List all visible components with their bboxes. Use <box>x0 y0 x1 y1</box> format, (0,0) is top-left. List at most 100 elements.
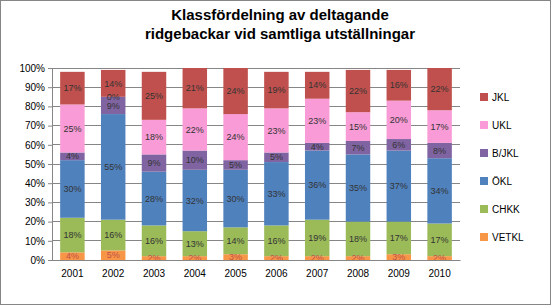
legend-label: JKL <box>492 92 510 103</box>
y-tick-label: 0% <box>31 255 46 266</box>
bar-segment <box>427 143 451 158</box>
y-axis-line <box>48 69 53 261</box>
data-label: 21% <box>186 83 204 93</box>
x-tick-label: 2003 <box>143 268 166 279</box>
grid-line <box>52 68 460 69</box>
x-tick-label: 2007 <box>306 268 329 279</box>
bar-segment <box>142 72 166 120</box>
bar-segment <box>264 162 288 225</box>
data-labels: 4%5%2%2%3%2%2%2%3%2%18%16%16%13%14%16%19… <box>63 79 448 264</box>
y-tick: 30% <box>25 197 52 208</box>
data-label: 8% <box>433 146 446 156</box>
bar-segment <box>427 158 451 223</box>
x-tick-label: 2001 <box>61 268 84 279</box>
x-tick: 2003 <box>143 260 166 279</box>
bar-segment <box>305 72 329 99</box>
bar-segment <box>305 220 329 256</box>
legend-label: UKL <box>492 120 512 131</box>
bar-segment <box>60 218 84 253</box>
data-label: 6% <box>392 140 405 150</box>
x-axis: 2001200220032004200520062007200820092010 <box>53 260 461 279</box>
bar-segment <box>346 112 370 141</box>
y-tick-label: 50% <box>25 159 45 170</box>
data-label: 22% <box>349 86 367 96</box>
y-tick-label: 40% <box>25 178 45 189</box>
y-tick-label: 30% <box>25 197 45 208</box>
bar-segment <box>346 70 370 112</box>
data-label: 19% <box>308 233 326 243</box>
bar-segment <box>183 68 207 108</box>
bar-segment <box>346 222 370 257</box>
data-label: 4% <box>66 151 79 161</box>
bar-segment <box>264 152 288 162</box>
data-label: 28% <box>145 194 163 204</box>
x-tick-label: 2009 <box>388 268 411 279</box>
data-label: 55% <box>104 162 122 172</box>
x-tick-label: 2002 <box>102 268 125 279</box>
y-tick-label: 80% <box>25 101 45 112</box>
data-label: 24% <box>227 86 245 96</box>
data-label: 25% <box>63 124 81 134</box>
data-label: 23% <box>267 126 285 136</box>
bar-segment <box>223 227 247 254</box>
data-label: 30% <box>63 184 81 194</box>
y-tick-mark <box>48 202 52 203</box>
data-label: 2% <box>433 253 446 263</box>
data-label: 4% <box>66 251 79 261</box>
bar-segment <box>346 154 370 221</box>
y-tick-mark <box>48 106 52 107</box>
legend-label: ÖKL <box>492 176 512 187</box>
data-label: 24% <box>227 132 245 142</box>
y-tick-mark <box>48 68 52 69</box>
data-label: 35% <box>349 183 367 193</box>
bar-segment <box>264 225 288 256</box>
x-tick: 2008 <box>347 260 370 279</box>
data-label: 2% <box>270 253 283 263</box>
y-tick: 80% <box>25 101 52 112</box>
data-label: 9% <box>107 101 120 111</box>
bar-segment <box>101 220 125 251</box>
y-tick-label: 20% <box>25 216 45 227</box>
data-label: 18% <box>349 234 367 244</box>
data-label: 14% <box>104 79 122 89</box>
data-label: 17% <box>63 83 81 93</box>
data-label: 2% <box>188 253 201 263</box>
data-label: 36% <box>308 180 326 190</box>
y-tick-label: 100% <box>19 63 45 74</box>
data-label: 19% <box>267 85 285 95</box>
bar-segment <box>60 160 84 218</box>
legend: JKLUKLB/JKLÖKLCHKKVETKL <box>480 92 524 243</box>
x-tick: 2005 <box>224 260 247 279</box>
data-label: 33% <box>267 189 285 199</box>
data-label: 15% <box>349 122 367 132</box>
bar-segment <box>60 104 84 152</box>
bar-segment <box>264 108 288 152</box>
legend-swatch <box>480 205 488 213</box>
y-tick: 10% <box>25 236 52 247</box>
y-tick: 100% <box>19 63 52 74</box>
bar-segment <box>387 70 411 101</box>
bar-segment <box>142 154 166 171</box>
data-label: 32% <box>186 196 204 206</box>
data-label: 20% <box>390 115 408 125</box>
bar-segment <box>387 139 411 151</box>
bar-segment <box>305 151 329 220</box>
bar-segment <box>387 101 411 139</box>
bar-segment <box>183 170 207 231</box>
x-axis-line <box>53 260 461 261</box>
data-label: 13% <box>186 239 204 249</box>
x-tick: 2009 <box>388 260 411 279</box>
data-label: 0% <box>107 92 120 102</box>
bar-segment <box>427 224 451 257</box>
y-tick-label: 60% <box>25 140 45 151</box>
legend-swatch <box>480 177 488 185</box>
bar-segment <box>183 108 207 150</box>
data-label: 17% <box>431 122 449 132</box>
x-tick-label: 2008 <box>347 268 370 279</box>
bar-segment <box>387 222 411 255</box>
y-tick: 0% <box>31 255 52 266</box>
title: Klassfördelning av deltaganderidgebackar… <box>145 6 415 42</box>
data-label: 22% <box>431 84 449 94</box>
data-label: 16% <box>145 236 163 246</box>
bar-segment <box>346 141 370 154</box>
